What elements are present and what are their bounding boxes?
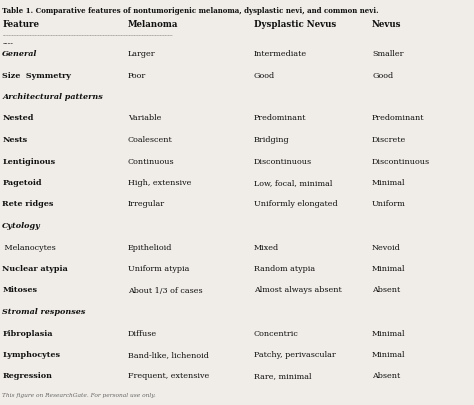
Text: Nuclear atypia: Nuclear atypia: [2, 265, 68, 273]
Text: Minimal: Minimal: [372, 330, 406, 337]
Text: Random atypia: Random atypia: [254, 265, 315, 273]
Text: Discrete: Discrete: [372, 136, 406, 144]
Text: Poor: Poor: [128, 72, 146, 79]
Text: Predominant: Predominant: [372, 115, 425, 122]
Text: Frequent, extensive: Frequent, extensive: [128, 373, 209, 381]
Text: Lentiginous: Lentiginous: [2, 158, 55, 166]
Text: Variable: Variable: [128, 115, 161, 122]
Text: Fibroplasia: Fibroplasia: [2, 330, 53, 337]
Text: Nests: Nests: [2, 136, 27, 144]
Text: Uniform atypia: Uniform atypia: [128, 265, 189, 273]
Text: Cytology: Cytology: [2, 222, 41, 230]
Text: Nevus: Nevus: [372, 20, 401, 29]
Text: Epithelioid: Epithelioid: [128, 243, 173, 252]
Text: Good: Good: [372, 72, 393, 79]
Text: Lymphocytes: Lymphocytes: [2, 351, 60, 359]
Text: Almost always absent: Almost always absent: [254, 286, 341, 294]
Text: Smaller: Smaller: [372, 50, 403, 58]
Text: --------------------------------------------------------------------------------: ----------------------------------------…: [2, 33, 173, 38]
Text: Pagetoid: Pagetoid: [2, 179, 42, 187]
Text: Absent: Absent: [372, 373, 401, 381]
Text: Absent: Absent: [372, 286, 401, 294]
Text: Mitoses: Mitoses: [2, 286, 37, 294]
Text: Stromal responses: Stromal responses: [2, 308, 86, 316]
Text: Dysplastic Nevus: Dysplastic Nevus: [254, 20, 336, 29]
Text: Larger: Larger: [128, 50, 155, 58]
Text: Table 1. Comparative features of nontumorigenic melanoma, dysplastic nevi, and c: Table 1. Comparative features of nontumo…: [2, 7, 379, 15]
Text: Melanocytes: Melanocytes: [2, 243, 56, 252]
Text: Continuous: Continuous: [128, 158, 174, 166]
Text: Minimal: Minimal: [372, 179, 406, 187]
Text: Diffuse: Diffuse: [128, 330, 157, 337]
Text: Discontinuous: Discontinuous: [254, 158, 312, 166]
Text: Mixed: Mixed: [254, 243, 279, 252]
Text: Minimal: Minimal: [372, 351, 406, 359]
Text: Uniform: Uniform: [372, 200, 406, 209]
Text: Good: Good: [254, 72, 275, 79]
Text: About 1/3 of cases: About 1/3 of cases: [128, 286, 202, 294]
Text: Rete ridges: Rete ridges: [2, 200, 54, 209]
Text: Size  Symmetry: Size Symmetry: [2, 72, 71, 79]
Text: Irregular: Irregular: [128, 200, 165, 209]
Text: Nevoid: Nevoid: [372, 243, 401, 252]
Text: High, extensive: High, extensive: [128, 179, 191, 187]
Text: Discontinuous: Discontinuous: [372, 158, 430, 166]
Text: Low, focal, minimal: Low, focal, minimal: [254, 179, 332, 187]
Text: Band-like, lichenoid: Band-like, lichenoid: [128, 351, 209, 359]
Text: Architectural patterns: Architectural patterns: [2, 93, 103, 101]
Text: Concentric: Concentric: [254, 330, 299, 337]
Text: Rare, minimal: Rare, minimal: [254, 373, 311, 381]
Text: Patchy, perivascular: Patchy, perivascular: [254, 351, 335, 359]
Text: General: General: [2, 50, 38, 58]
Text: ----: ----: [2, 40, 13, 48]
Text: Intermediate: Intermediate: [254, 50, 307, 58]
Text: Coalescent: Coalescent: [128, 136, 173, 144]
Text: Predominant: Predominant: [254, 115, 306, 122]
Text: This figure on ResearchGate. For personal use only.: This figure on ResearchGate. For persona…: [2, 393, 156, 398]
Text: Uniformly elongated: Uniformly elongated: [254, 200, 337, 209]
Text: Melanoma: Melanoma: [128, 20, 179, 29]
Text: Bridging: Bridging: [254, 136, 289, 144]
Text: Minimal: Minimal: [372, 265, 406, 273]
Text: Nested: Nested: [2, 115, 34, 122]
Text: Regression: Regression: [2, 373, 52, 381]
Text: Feature: Feature: [2, 20, 39, 29]
